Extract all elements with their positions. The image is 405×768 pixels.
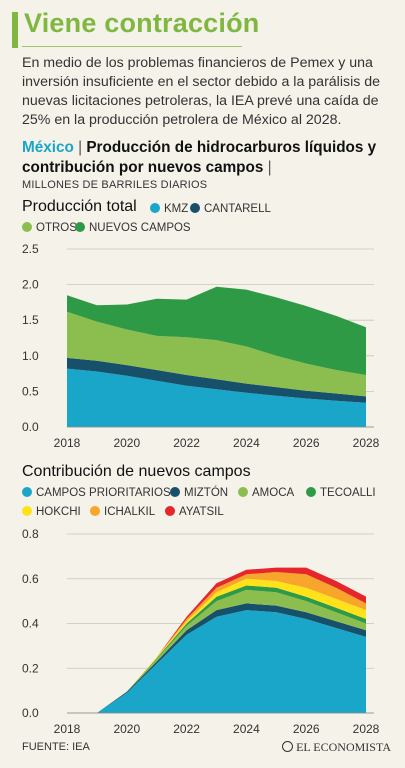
legend-swatch — [190, 203, 200, 213]
title-underline — [22, 46, 242, 47]
x-tick-label: 2018 — [54, 722, 81, 736]
units-label: MILLONES DE BARRILES DIARIOS — [22, 179, 208, 191]
legend-item-kmz: KMZ — [150, 203, 188, 215]
legend-item-ayatsil: AYATSIL — [165, 506, 224, 518]
y-tick-label: 1.5 — [22, 313, 39, 327]
legend-item-amoca: AMOCA — [238, 487, 294, 499]
subtitle-country: México — [22, 139, 74, 156]
x-tick-label: 2024 — [233, 436, 260, 450]
area-nuevos-campos — [67, 286, 366, 375]
x-tick-label: 2028 — [353, 436, 380, 450]
y-tick-label: 0.2 — [22, 661, 39, 675]
legend-swatch — [238, 487, 248, 497]
legend-label: OTROS — [36, 222, 77, 234]
source-note: FUENTE: IEA — [22, 741, 90, 753]
legend-label: NUEVOS CAMPOS — [89, 222, 191, 234]
x-tick-label: 2024 — [233, 722, 260, 736]
x-tick-label: 2020 — [113, 722, 140, 736]
legend-label: AYATSIL — [179, 506, 224, 518]
legend-swatch — [75, 222, 85, 232]
x-tick-label: 2020 — [113, 436, 140, 450]
legend-swatch — [165, 506, 175, 516]
legend-label: HOKCHI — [36, 506, 81, 518]
legend-item-cantarell: CANTARELL — [190, 203, 271, 215]
legend-item-otros: OTROS — [22, 222, 77, 234]
legend-item-ichalkil: ICHALKIL — [90, 506, 155, 518]
x-tick-label: 2022 — [173, 722, 200, 736]
area-cantarell — [67, 357, 366, 403]
x-tick-label: 2022 — [173, 436, 200, 450]
legend-item-tecoalli: TECOALLI — [306, 487, 376, 499]
y-tick-label: 0.6 — [22, 572, 39, 586]
legend-swatch — [150, 203, 160, 213]
legend-swatch — [22, 487, 32, 497]
legend-label: TECOALLI — [320, 487, 376, 499]
subtitle-separator: | — [78, 139, 83, 156]
legend-swatch — [22, 222, 32, 232]
legend-swatch — [306, 487, 316, 497]
brand-logo: EL ECONOMISTA — [282, 740, 391, 755]
legend-item-miztón: MIZTÓN — [170, 487, 228, 499]
x-tick-label: 2028 — [353, 722, 380, 736]
intro-paragraph: En medio de los problemas financieros de… — [22, 55, 381, 128]
legend-label: CAMPOS PRIORITARIOS — [36, 487, 171, 499]
legend-item-nuevos-campos: NUEVOS CAMPOS — [75, 222, 191, 234]
legend-label: CANTARELL — [204, 203, 271, 215]
area-kmz — [67, 368, 366, 427]
subtitle-text: Producción de hidrocarburos líquidos y c… — [22, 139, 377, 176]
area-otros — [67, 311, 366, 397]
y-tick-label: 1.0 — [22, 349, 39, 363]
brand-mark-icon — [282, 741, 294, 752]
legend-label: MIZTÓN — [184, 487, 229, 499]
legend-swatch — [22, 506, 32, 516]
y-tick-label: 2.0 — [22, 278, 39, 292]
brand-name: EL ECONOMISTA — [296, 740, 391, 754]
area-ayatsil — [67, 567, 366, 713]
x-tick-label: 2026 — [293, 722, 320, 736]
subtitle-separator-end: | — [267, 159, 272, 176]
area-campos-prioritarios — [67, 610, 366, 713]
legend-swatch — [170, 487, 180, 497]
x-tick-label: 2018 — [54, 436, 81, 450]
y-tick-label: 0.4 — [22, 617, 39, 631]
y-tick-label: 0.0 — [22, 706, 39, 720]
title-accent-bar — [12, 12, 18, 48]
legend-swatch — [90, 506, 100, 516]
legend-item-campos-prioritarios: CAMPOS PRIORITARIOS — [22, 487, 171, 499]
y-tick-label: 0.5 — [22, 384, 39, 398]
chart2-title: Contribución de nuevos campos — [22, 463, 251, 480]
chart1-title: Producción total — [22, 198, 137, 215]
chart2-new-fields-contribution: 0.0 0.2 0.4 0.6 0.8 2018 2020 2022 2024 2026 2028 — [22, 527, 380, 736]
page-title: Viene contracción — [24, 8, 260, 38]
chart1-production-total: 0.0 0.5 1.0 1.5 2.0 2.5 2018 2020 2022 2024 2026 20… — [22, 242, 380, 450]
y-tick-label: 0.8 — [22, 527, 39, 541]
y-tick-label: 2.5 — [22, 242, 39, 256]
legend-label: ICHALKIL — [104, 506, 156, 518]
legend-label: KMZ — [164, 203, 189, 215]
x-tick-label: 2026 — [293, 436, 320, 450]
legend-label: AMOCA — [252, 487, 295, 499]
y-tick-label: 0.0 — [22, 420, 39, 434]
legend-item-hokchi: HOKCHI — [22, 506, 81, 518]
chart-subtitle: México | Producción de hidrocarburos líq… — [22, 138, 397, 178]
